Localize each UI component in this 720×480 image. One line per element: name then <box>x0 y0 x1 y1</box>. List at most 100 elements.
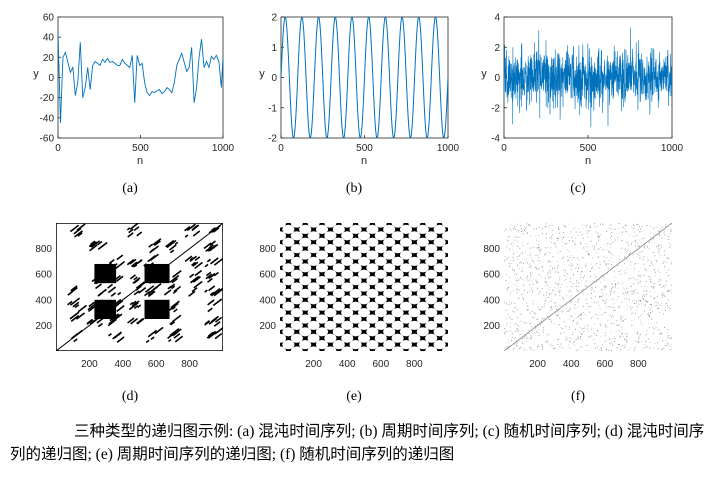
rp-dot <box>558 289 560 291</box>
rp-white-cell <box>416 314 429 324</box>
rp-dot <box>562 296 564 298</box>
rp-dot <box>507 287 509 289</box>
rp-dot <box>579 326 581 328</box>
rp-streak <box>194 269 203 277</box>
rp-dot <box>608 306 610 307</box>
rp-dot <box>523 322 525 324</box>
rp-dot <box>650 226 652 227</box>
rp-dot <box>638 317 640 319</box>
rp-dot <box>529 289 531 291</box>
rp-streak <box>210 244 217 251</box>
rp-dot <box>660 284 661 286</box>
rp-white-cell <box>324 282 337 292</box>
x-tick-label: 0 <box>55 143 61 154</box>
rp-white-cell <box>307 320 320 331</box>
rp-dot <box>605 324 606 326</box>
rp-dot <box>648 338 650 340</box>
rp-dot <box>659 249 660 251</box>
rp-streak <box>211 227 216 232</box>
rp-dot <box>522 330 523 332</box>
rp-streak <box>204 263 209 268</box>
rp-dot <box>569 337 571 339</box>
rp-white-cell <box>408 231 421 241</box>
rp-dot <box>599 324 601 326</box>
rp-dot <box>527 306 529 307</box>
rp-dot <box>533 317 535 319</box>
rp-dot <box>576 263 578 265</box>
rp-dot <box>527 309 529 311</box>
rp-dot <box>650 281 652 283</box>
rp-dot <box>530 265 532 267</box>
rp-dot <box>664 306 666 308</box>
rp-streak <box>86 319 94 325</box>
rp-dot <box>671 261 672 262</box>
rp-dot <box>556 261 558 263</box>
rp-dot <box>605 263 607 265</box>
rp-dot <box>569 318 571 320</box>
rp-streak <box>207 331 214 337</box>
rp-streak <box>133 226 140 232</box>
rp-dot <box>511 262 513 264</box>
rp-dot <box>504 333 506 335</box>
rp-dot <box>573 275 575 277</box>
rp-streak <box>96 303 105 311</box>
panel-f-recurrence-plot <box>504 223 672 351</box>
rp-white-cell <box>316 212 328 221</box>
rp-dot <box>600 247 602 248</box>
rp-dot <box>547 340 549 342</box>
rp-dot <box>516 285 518 287</box>
x-tick-label: 0 <box>278 143 284 154</box>
rp-dot <box>617 343 619 345</box>
rp-dot <box>671 289 672 291</box>
rp-dot <box>643 256 645 258</box>
rp-white-cell <box>349 327 362 337</box>
rp-dot <box>629 253 630 255</box>
rp-white-cell <box>341 206 353 215</box>
rp-white-cell <box>450 289 462 298</box>
rp-dot <box>557 237 558 239</box>
rp-streak <box>212 298 223 307</box>
rp-dot <box>518 278 520 280</box>
rp-dot <box>559 278 560 280</box>
rp-dot <box>508 345 510 347</box>
rp-dot <box>596 226 598 228</box>
rp-dot <box>641 303 643 305</box>
rp-dot <box>512 311 514 312</box>
rp-dot <box>536 228 537 230</box>
rp-dot <box>623 287 624 289</box>
rp-dot <box>624 255 626 257</box>
rp-white-cell <box>332 288 345 299</box>
rp-streak <box>203 242 212 250</box>
rp-dot <box>584 326 586 327</box>
rp-streak <box>115 260 126 269</box>
rp-dot <box>656 246 658 248</box>
rp-dot <box>644 310 646 312</box>
rp-dot <box>639 337 641 339</box>
rp-dot <box>570 315 572 317</box>
rp-white-cell <box>391 295 404 305</box>
rp-streak <box>94 299 104 308</box>
rp-dot <box>554 294 556 296</box>
rp-dot <box>610 293 612 295</box>
rp-dot <box>618 255 620 257</box>
rp-dot <box>639 231 641 233</box>
rp-dot <box>605 340 607 342</box>
rp-white-cell <box>307 243 320 254</box>
rp-dot <box>626 340 628 342</box>
rp-white-cell <box>383 339 396 350</box>
rp-dot <box>552 291 554 293</box>
rp-dot <box>562 258 564 260</box>
rp-dot <box>596 263 598 265</box>
rp-dot <box>669 349 671 351</box>
rp-dot <box>577 271 579 273</box>
rp-dot <box>580 273 582 275</box>
rp-streak <box>191 287 198 293</box>
rp-dot <box>504 328 506 330</box>
rp-white-cell <box>399 263 413 273</box>
rp-dot <box>548 293 550 295</box>
rp-dot <box>548 225 550 227</box>
rp-streak <box>208 230 213 234</box>
rp-dot <box>534 313 536 315</box>
rp-dot <box>541 266 543 268</box>
